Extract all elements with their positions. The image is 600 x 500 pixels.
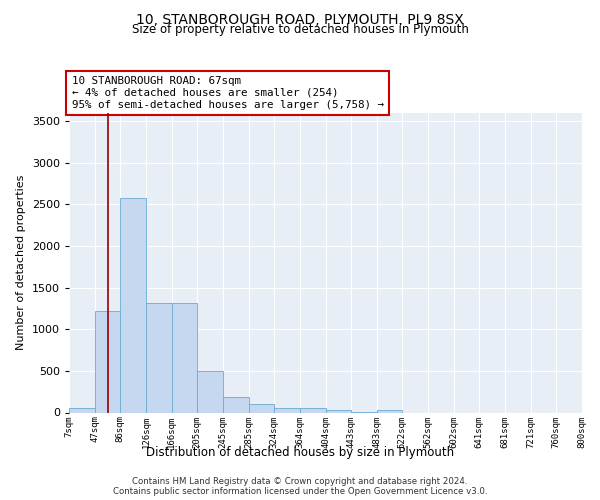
Bar: [95, 311, 120, 412]
Y-axis label: Number of detached properties: Number of detached properties: [16, 175, 26, 350]
Bar: [326, 410, 351, 412]
Bar: [274, 408, 300, 412]
Bar: [300, 408, 326, 412]
Bar: [146, 304, 172, 412]
Bar: [223, 397, 249, 412]
Text: Distribution of detached houses by size in Plymouth: Distribution of detached houses by size …: [146, 446, 454, 459]
Bar: [120, 198, 146, 412]
Bar: [69, 408, 95, 412]
Bar: [197, 371, 223, 412]
Text: 10, STANBOROUGH ROAD, PLYMOUTH, PL9 8SX: 10, STANBOROUGH ROAD, PLYMOUTH, PL9 8SX: [136, 12, 464, 26]
Text: Contains public sector information licensed under the Open Government Licence v3: Contains public sector information licen…: [113, 486, 487, 496]
Text: 10 STANBOROUGH ROAD: 67sqm
← 4% of detached houses are smaller (254)
95% of semi: 10 STANBOROUGH ROAD: 67sqm ← 4% of detac…: [71, 76, 383, 110]
Text: Contains HM Land Registry data © Crown copyright and database right 2024.: Contains HM Land Registry data © Crown c…: [132, 476, 468, 486]
Bar: [249, 404, 274, 412]
Bar: [172, 304, 197, 412]
Bar: [377, 410, 402, 412]
Text: Size of property relative to detached houses in Plymouth: Size of property relative to detached ho…: [131, 22, 469, 36]
